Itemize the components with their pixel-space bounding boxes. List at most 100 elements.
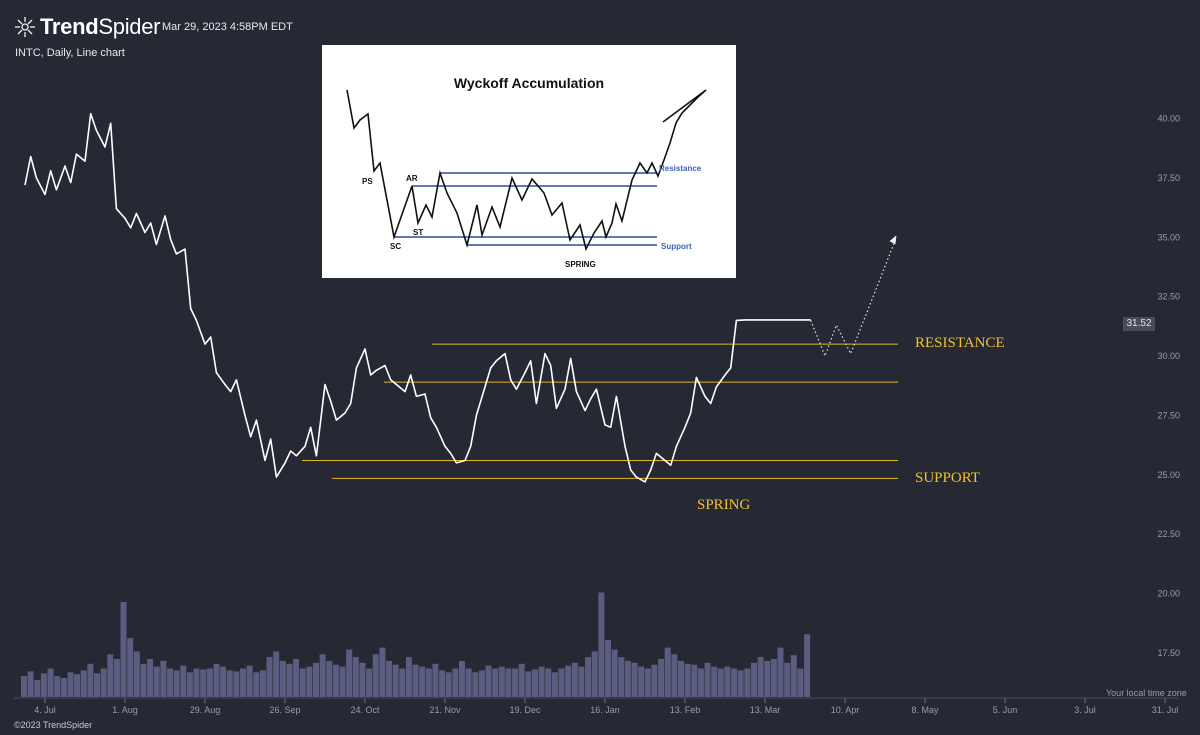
volume-bar	[737, 670, 744, 697]
volume-bar	[631, 662, 638, 697]
y-tick-label: 22.50	[1157, 529, 1180, 539]
y-tick-label: 35.00	[1157, 232, 1180, 242]
inset-price-path	[346, 89, 707, 252]
volume-bar	[571, 662, 578, 697]
inset-label-ar: AR	[406, 174, 418, 183]
volume-bar	[605, 640, 611, 697]
x-tick-label: 8. May	[911, 705, 939, 715]
volume-bar	[366, 668, 373, 697]
volume-bar	[140, 663, 147, 698]
level-lines	[302, 343, 898, 479]
copyright: ©2023 TrendSpider	[14, 720, 93, 730]
inset-label-sc: SC	[390, 242, 401, 251]
volume-bar	[286, 663, 293, 698]
volume-bar	[127, 638, 134, 697]
volume-bar	[94, 673, 100, 698]
volume-bar	[266, 657, 273, 697]
volume-bar	[339, 666, 346, 697]
volume-bar	[233, 671, 240, 698]
volume-bar	[565, 665, 572, 697]
volume-bar	[332, 664, 339, 697]
support-label: SUPPORT	[915, 470, 980, 486]
x-tick-label: 21. Nov	[429, 705, 461, 715]
volume-bar	[432, 663, 439, 698]
volume-bar	[326, 660, 333, 697]
volume-bar	[697, 668, 704, 697]
volume-bar	[74, 674, 81, 697]
x-tick-label: 1. Aug	[112, 705, 138, 715]
volume-bar	[691, 664, 698, 697]
volume-bar	[704, 662, 711, 697]
y-tick-label: 27.50	[1157, 410, 1180, 420]
x-tick-label: 10. Apr	[831, 705, 860, 715]
x-tick-label: 29. Aug	[190, 705, 221, 715]
volume-bar	[306, 666, 313, 697]
volume-bar	[684, 663, 691, 698]
wyckoff-inset: Wyckoff Accumulation PS AR ST SC Resista…	[322, 45, 736, 278]
volume-bar	[492, 668, 499, 697]
volume-bar	[27, 671, 34, 698]
volume-bar	[419, 666, 426, 697]
volume-bar	[246, 665, 253, 697]
volume-bar	[120, 602, 127, 697]
volume-bar	[425, 668, 432, 697]
volume-bar	[664, 647, 671, 697]
volume-bar	[452, 668, 459, 697]
volume-bar	[392, 664, 399, 697]
volume-bar	[34, 679, 41, 697]
volume-bar	[545, 668, 552, 697]
volume-bar	[147, 659, 154, 697]
inset-label-resistance: Resistance	[659, 164, 702, 173]
y-tick-label: 37.50	[1157, 173, 1180, 183]
volume-bar	[651, 664, 658, 697]
x-tick-label: 19. Dec	[509, 705, 541, 715]
volume-bar	[790, 655, 797, 697]
projection-path	[810, 237, 897, 358]
inset-title: Wyckoff Accumulation	[453, 75, 605, 91]
y-tick-label: 30.00	[1157, 351, 1180, 361]
volume-bar	[465, 668, 472, 697]
projection-arrowhead	[889, 235, 897, 245]
inset-label-ps: PS	[362, 177, 373, 186]
volume-bars	[21, 592, 811, 698]
volume-bar	[186, 672, 193, 697]
volume-bar	[319, 654, 326, 698]
volume-bar	[757, 657, 764, 697]
volume-bar	[724, 666, 731, 697]
y-tick-label: 17.50	[1157, 648, 1180, 658]
volume-bar	[797, 668, 804, 697]
volume-bar	[618, 657, 625, 697]
volume-bar	[439, 670, 446, 697]
volume-bar	[346, 649, 353, 697]
volume-bar	[784, 662, 791, 697]
inset-label-support: Support	[661, 242, 692, 251]
resistance-label: RESISTANCE	[915, 335, 1005, 351]
x-tick-label: 31. Jul	[1152, 705, 1179, 715]
volume-bar	[777, 647, 784, 697]
volume-bar	[386, 660, 392, 697]
volume-bar	[133, 651, 140, 697]
wyckoff-diagram: PS AR ST SC Resistance Support SPRING	[346, 89, 707, 269]
volume-bar	[678, 660, 684, 697]
volume-bar	[638, 666, 645, 697]
volume-bar	[113, 659, 120, 697]
volume-bar	[153, 666, 160, 697]
volume-bar	[226, 670, 233, 697]
volume-bar	[478, 670, 485, 697]
volume-bar	[585, 657, 592, 697]
volume-bar	[259, 670, 266, 697]
volume-bar	[505, 668, 512, 697]
volume-bar	[359, 662, 366, 697]
x-tick-label: 24. Oct	[350, 705, 380, 715]
symbol-description: INTC, Daily, Line chart	[15, 47, 125, 59]
volume-bar	[180, 665, 187, 697]
volume-bar	[498, 666, 505, 697]
volume-bar	[160, 660, 167, 697]
volume-bar	[744, 668, 751, 697]
volume-bar	[591, 651, 598, 697]
projection-layer	[810, 235, 897, 358]
volume-bar	[213, 663, 220, 698]
y-tick-label: 25.00	[1157, 470, 1180, 480]
timezone-note: Your local time zone	[1106, 688, 1187, 698]
